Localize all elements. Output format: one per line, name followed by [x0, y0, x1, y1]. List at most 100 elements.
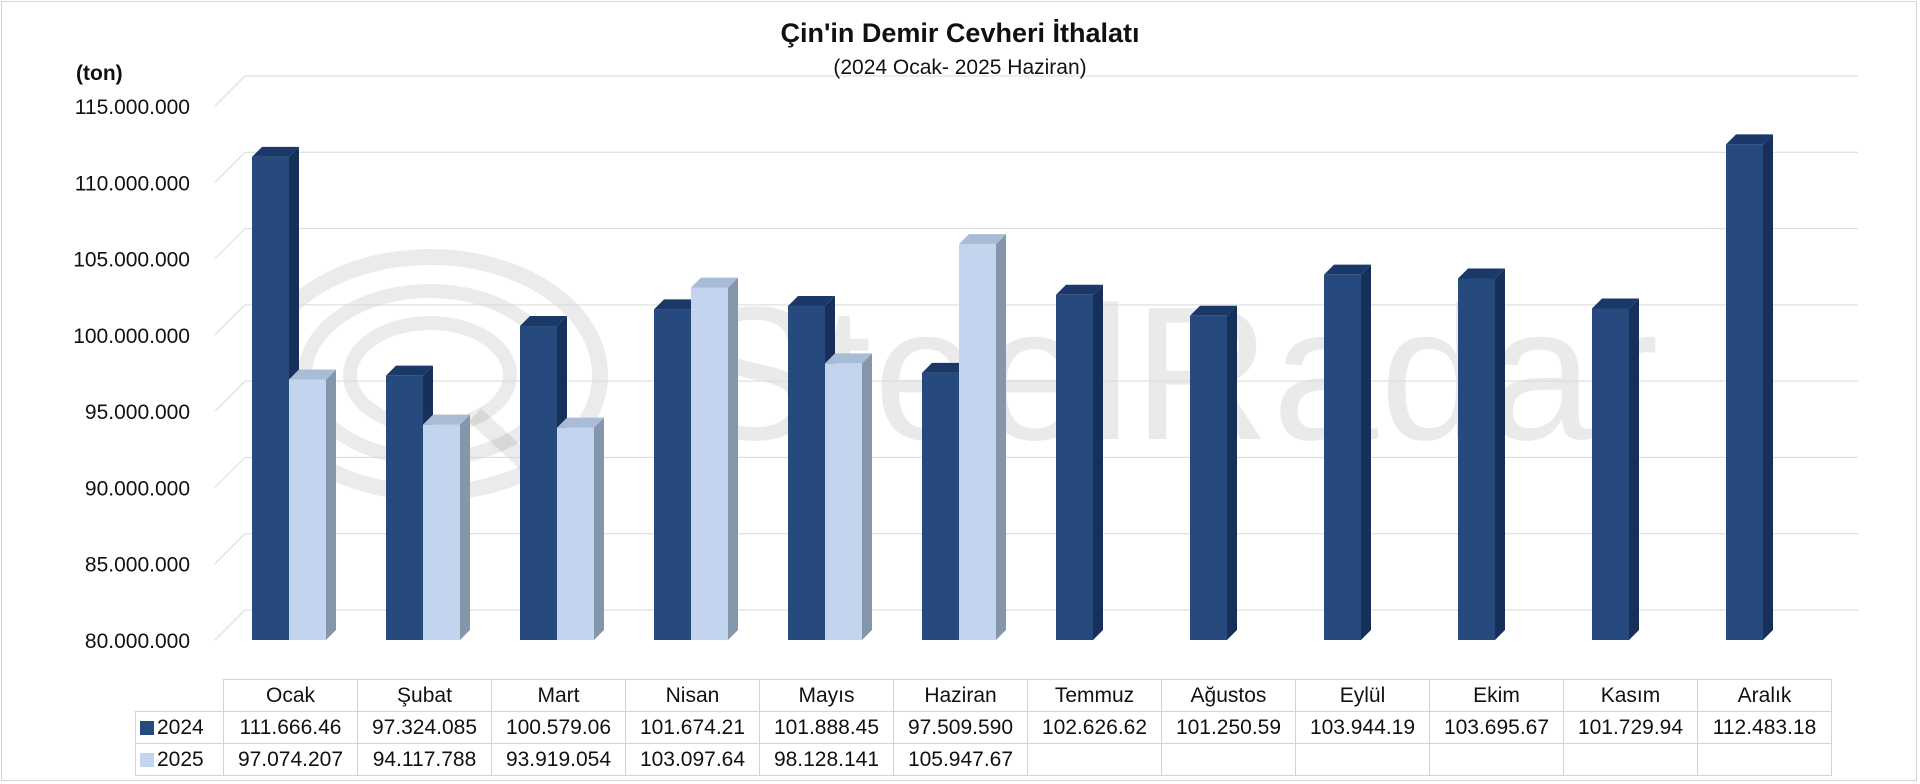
bar-side: [1763, 134, 1773, 640]
bar-top: [1458, 268, 1505, 279]
bar-side: [1227, 305, 1237, 640]
bar-front: [922, 372, 959, 640]
bar-front: [825, 363, 862, 640]
bar-front: [520, 326, 557, 640]
bar-front: [1726, 144, 1763, 640]
data-label: 101.250.59: [1161, 711, 1296, 744]
data-label: 105.947.67: [893, 743, 1028, 776]
bar-front: [788, 306, 825, 640]
bar-2024-Ağustos: [1190, 305, 1237, 640]
data-label: 103.695.67: [1429, 711, 1564, 744]
data-label: [1429, 743, 1564, 776]
bar-side: [326, 369, 336, 640]
bar-top: [423, 414, 470, 425]
gridline-diagonal: [214, 151, 246, 183]
legend-swatch-2024: [140, 720, 154, 735]
category-label: Ağustos: [1161, 679, 1296, 712]
bar-2024-Temmuz: [1056, 284, 1103, 640]
bar-top: [289, 369, 336, 380]
bar-side: [1361, 264, 1371, 640]
bar-2025-Şubat: [423, 414, 470, 640]
gridline-diagonal: [214, 75, 246, 107]
bar-top: [386, 365, 433, 376]
category-label: Şubat: [357, 679, 492, 712]
data-label: 111.666.46: [223, 711, 358, 744]
bar-top: [1190, 305, 1237, 316]
bar-top: [654, 299, 701, 310]
bar-front: [557, 427, 594, 640]
bar-2024-Aralık: [1726, 134, 1773, 640]
bar-front: [691, 287, 728, 640]
y-axis-unit: (ton): [76, 62, 123, 85]
category-label: Ekim: [1429, 679, 1564, 712]
bar-top: [959, 234, 1006, 245]
bar-front: [386, 375, 423, 640]
data-label: 94.117.788: [357, 743, 492, 776]
category-label: Kasım: [1563, 679, 1698, 712]
bar-2025-Haziran: [959, 234, 1006, 641]
series-name: 2024: [157, 715, 204, 739]
data-label: 93.919.054: [491, 743, 626, 776]
legend-entry-2024: 2024: [135, 711, 224, 744]
bar-front: [1056, 294, 1093, 640]
series-row-2025: 2025 97.074.207 94.117.788 93.919.054 10…: [135, 743, 1832, 776]
y-tick-label: 110.000.000: [75, 172, 190, 195]
bar-side: [728, 277, 738, 640]
bar-2025-Nisan: [691, 277, 738, 640]
legend-entry-2025: 2025: [135, 743, 224, 776]
bar-side: [862, 353, 872, 640]
gridline-diagonal: [214, 228, 246, 259]
bar-top: [1592, 298, 1639, 309]
bar-front: [1592, 308, 1629, 640]
gridline-diagonal: [214, 609, 246, 641]
data-label: 112.483.18: [1697, 711, 1832, 744]
gridline-diagonal: [214, 457, 246, 488]
bar-top: [825, 353, 872, 364]
gridline-diagonal: [214, 304, 246, 336]
data-label: 97.074.207: [223, 743, 358, 776]
bar-2025-Ocak: [289, 369, 336, 640]
bar-top: [1324, 264, 1371, 275]
data-label: 98.128.141: [759, 743, 894, 776]
chart-subtitle: (2024 Ocak- 2025 Haziran): [833, 56, 1087, 79]
data-label: 97.509.590: [893, 711, 1028, 744]
bar-top: [922, 362, 969, 373]
data-label: 103.944.19: [1295, 711, 1430, 744]
bar-2024-Kasım: [1592, 298, 1639, 640]
bar-top: [252, 146, 299, 157]
bar-top: [557, 417, 604, 428]
bar-top: [788, 296, 835, 307]
y-tick-label: 115.000.000: [75, 96, 190, 119]
data-table: Ocak Şubat Mart Nisan Mayıs Haziran Temm…: [135, 679, 1832, 776]
bar-2024-Eylül: [1324, 264, 1371, 640]
data-label: [1295, 743, 1430, 776]
bar-side: [460, 414, 470, 640]
data-label: 101.674.21: [625, 711, 760, 744]
bar-top: [1726, 134, 1773, 145]
data-label: [1563, 743, 1698, 776]
bar-top: [691, 277, 738, 288]
y-axis-ticks: 80.000.000 85.000.000 90.000.000 95.000.000…: [73, 96, 190, 653]
bar-2025-Mart: [557, 417, 604, 640]
grid: [214, 75, 1858, 641]
data-label: 102.626.62: [1027, 711, 1162, 744]
bar-top: [1056, 284, 1103, 295]
data-label: 103.097.64: [625, 743, 760, 776]
category-label: Mart: [491, 679, 626, 712]
category-label: Nisan: [625, 679, 760, 712]
y-tick-label: 95.000.000: [85, 401, 190, 424]
category-label: Mayıs: [759, 679, 894, 712]
y-tick-label: 85.000.000: [85, 554, 190, 577]
bars: [252, 134, 1773, 641]
y-tick-label: 100.000.000: [73, 325, 190, 348]
bar-side: [996, 234, 1006, 641]
y-tick-label: 105.000.000: [73, 249, 190, 272]
bar-top: [520, 316, 567, 327]
data-label: [1027, 743, 1162, 776]
category-label: Aralık: [1697, 679, 1832, 712]
bar-front: [654, 309, 691, 640]
data-label: 100.579.06: [491, 711, 626, 744]
bar-2025-Mayıs: [825, 353, 872, 640]
bar-side: [1093, 284, 1103, 640]
